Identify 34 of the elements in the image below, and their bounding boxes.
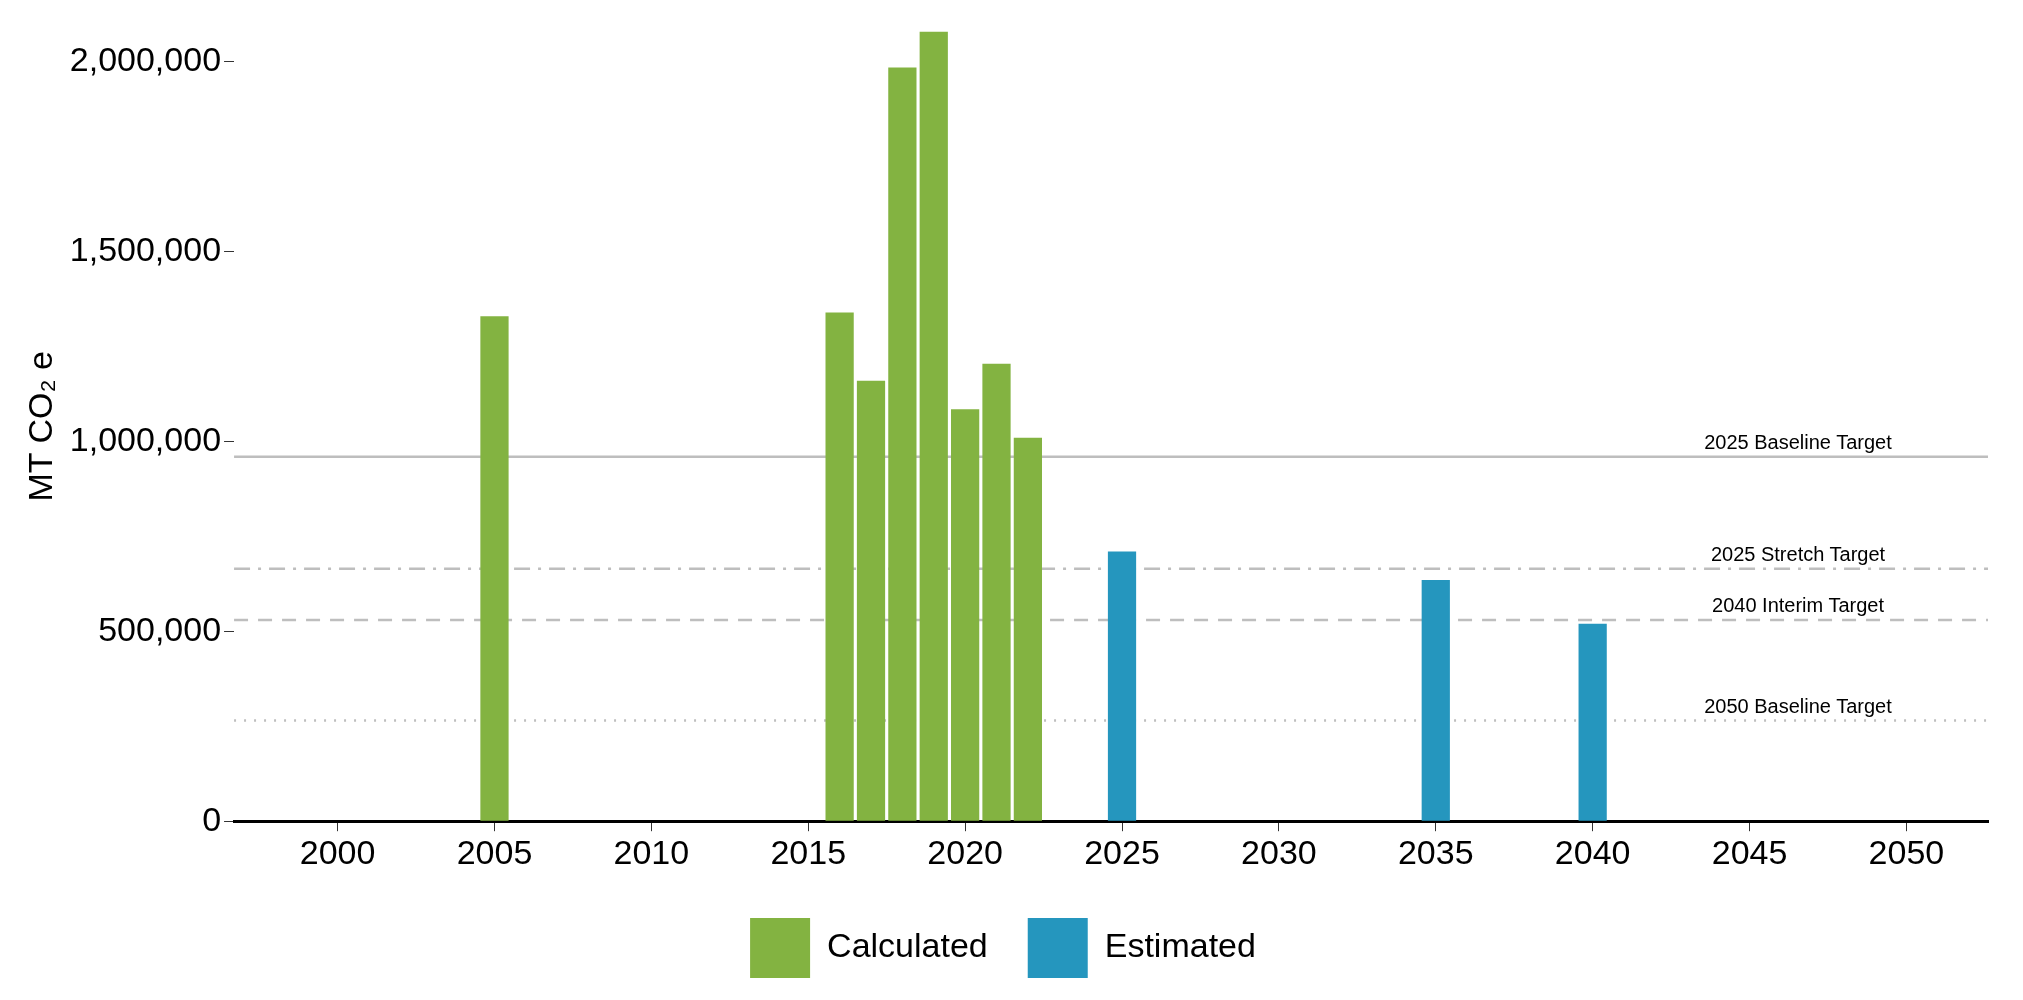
bar bbox=[825, 312, 854, 821]
x-tick-label: 2030 bbox=[1241, 832, 1317, 871]
x-tick-label: 2010 bbox=[613, 832, 690, 871]
y-tick-label: 1,500,000 bbox=[69, 230, 222, 269]
x-tick-label: 2020 bbox=[927, 832, 1003, 871]
x-tick-label: 2015 bbox=[770, 832, 847, 871]
y-tick-label: 0 bbox=[202, 799, 222, 838]
x-tick-label: 2050 bbox=[1868, 832, 1945, 871]
y-axis-title: MT CO₂ e bbox=[20, 351, 59, 502]
x-tick-label: 2045 bbox=[1711, 832, 1788, 871]
bar bbox=[480, 316, 509, 821]
bar bbox=[856, 380, 886, 821]
ref-line-label: 2050 Baseline Target bbox=[1704, 695, 1893, 718]
x-tick-label: 2000 bbox=[299, 832, 376, 871]
legend-label: Calculated bbox=[827, 926, 988, 965]
y-tick-label: 1,000,000 bbox=[69, 419, 222, 458]
ref-line-label: 2025 Stretch Target bbox=[1710, 543, 1886, 566]
bar bbox=[1013, 437, 1042, 821]
bar bbox=[1107, 551, 1137, 821]
x-tick-label: 2035 bbox=[1397, 832, 1474, 871]
x-tick-label: 2040 bbox=[1554, 832, 1631, 871]
bar bbox=[1421, 580, 1450, 821]
legend-label: Estimated bbox=[1104, 926, 1256, 965]
bar bbox=[888, 67, 917, 821]
ref-line-label: 2025 Baseline Target bbox=[1704, 431, 1893, 454]
y-tick-label: 2,000,000 bbox=[69, 40, 222, 79]
bar bbox=[982, 363, 1011, 821]
x-tick-label: 2025 bbox=[1084, 832, 1160, 871]
y-tick-label: 500,000 bbox=[98, 609, 222, 648]
bar bbox=[1578, 623, 1607, 821]
ref-line-label: 2040 Interim Target bbox=[1712, 594, 1885, 617]
bar bbox=[919, 31, 948, 821]
bar bbox=[951, 409, 980, 821]
x-tick-label: 2005 bbox=[456, 832, 533, 871]
